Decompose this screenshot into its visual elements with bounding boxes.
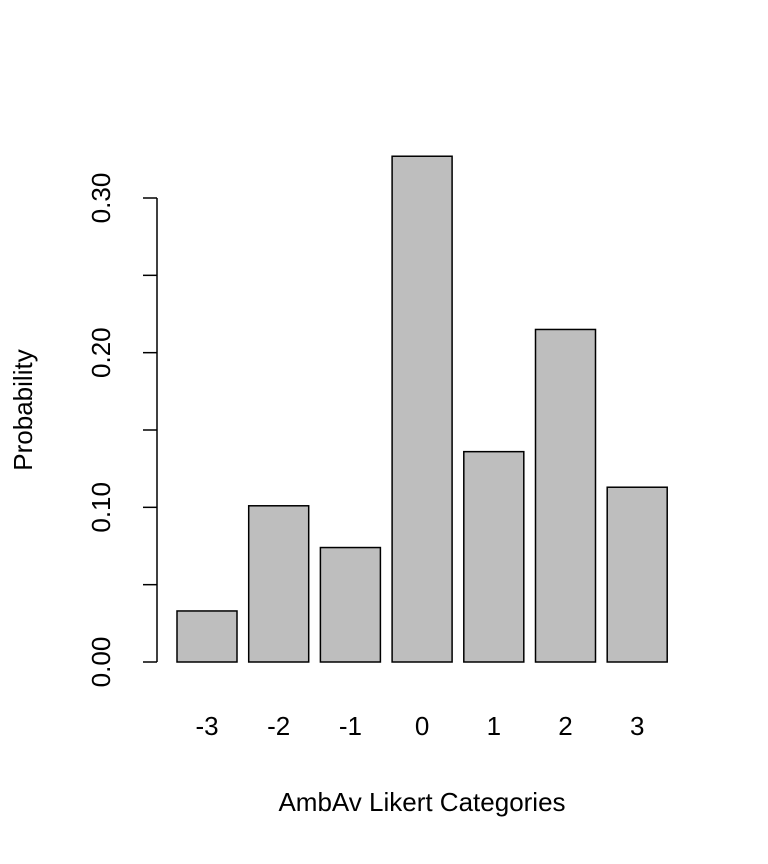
- bar: [319, 546, 382, 663]
- y-tick-label: 0.30: [86, 173, 116, 224]
- y-tick-label: 0.10: [86, 482, 116, 533]
- x-tick-label: 2: [558, 711, 572, 741]
- y-axis-title: Probability: [8, 349, 38, 470]
- bar: [247, 505, 310, 663]
- y-tick-label: 0.00: [86, 637, 116, 688]
- bar: [463, 450, 525, 663]
- bar: [606, 486, 668, 663]
- y-tick-label: 0.20: [86, 327, 116, 378]
- x-tick-label: -1: [339, 711, 362, 741]
- x-tick-label: 3: [630, 711, 644, 741]
- x-tick-label: 0: [415, 711, 429, 741]
- x-tick-label: -2: [267, 711, 290, 741]
- bar: [391, 155, 453, 663]
- bar: [534, 328, 597, 663]
- x-tick-label: 1: [487, 711, 501, 741]
- bar: [176, 610, 238, 663]
- x-tick-label: -3: [195, 711, 218, 741]
- x-axis-title: AmbAv Likert Categories: [278, 787, 565, 817]
